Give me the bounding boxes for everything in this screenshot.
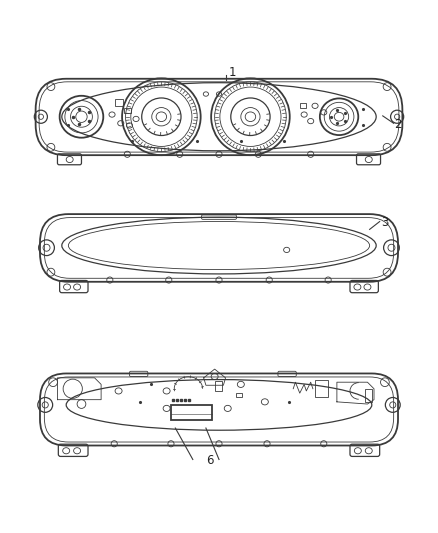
Bar: [115, 99, 123, 106]
Bar: [315, 380, 328, 398]
Bar: [124, 108, 131, 113]
Bar: [215, 381, 223, 391]
Text: 1: 1: [228, 66, 236, 79]
Bar: [171, 405, 212, 420]
Bar: [300, 103, 306, 108]
Bar: [237, 393, 242, 398]
Text: 3: 3: [381, 216, 389, 229]
Text: 2: 2: [394, 118, 402, 131]
Bar: [365, 389, 372, 402]
Text: 6: 6: [207, 454, 214, 467]
